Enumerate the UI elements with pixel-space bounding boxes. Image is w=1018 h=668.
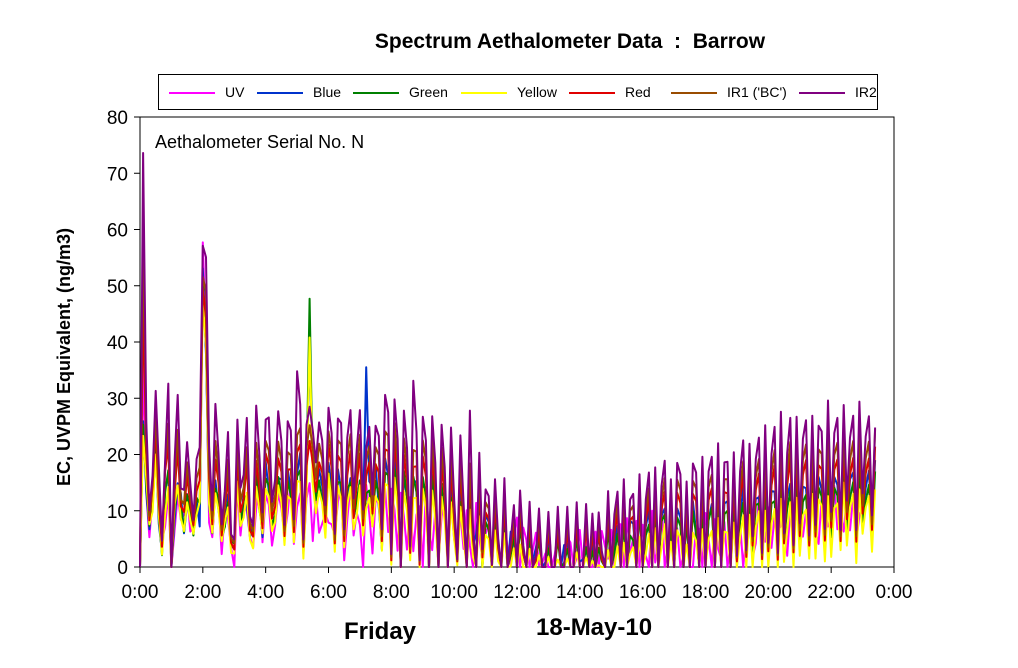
- serial-annotation: Aethalometer Serial No. N: [155, 132, 364, 152]
- x-tick-label: 20:00: [745, 582, 793, 603]
- legend: UV Blue Green Yellow Red IR1 ('BC') IR2: [158, 74, 878, 110]
- legend-swatch: [671, 92, 717, 94]
- y-tick-label: 0: [117, 558, 128, 579]
- x-tick-label: 0:00: [876, 582, 913, 603]
- legend-label: Green: [409, 84, 448, 100]
- legend-swatch: [169, 92, 215, 94]
- x-tick-label: 6:00: [310, 582, 347, 603]
- x-tick-label: 12:00: [493, 582, 541, 603]
- legend-label: UV: [225, 84, 245, 100]
- y-tick-label: 30: [107, 389, 128, 410]
- legend-swatch: [569, 92, 615, 94]
- chart-title: Spectrum Aethalometer Data : Barrow: [374, 30, 766, 53]
- y-tick-label: 20: [107, 446, 128, 467]
- y-axis: 0 10 20 30 40 50 60 70 80: [107, 108, 140, 579]
- y-tick-label: 70: [107, 164, 128, 185]
- x-tick-label: 16:00: [619, 582, 667, 603]
- x-tick-label: 0:00: [122, 582, 159, 603]
- x-tick-label: 8:00: [373, 582, 410, 603]
- x-axis: 0:00 2:00 4:00 6:00 8:00 10:00 12:00 14:00 16:00…: [122, 567, 913, 603]
- x-tick-label: 18:00: [682, 582, 730, 603]
- x-tick-label: 22:00: [807, 582, 855, 603]
- y-tick-label: 40: [107, 333, 128, 354]
- y-tick-label: 60: [107, 221, 128, 242]
- x-tick-label: 2:00: [184, 582, 221, 603]
- legend-swatch: [461, 92, 507, 94]
- y-tick-label: 10: [107, 502, 128, 523]
- x-axis-label: Friday: [344, 618, 417, 645]
- legend-label: Red: [625, 84, 651, 100]
- series-layer: [139, 152, 877, 568]
- legend-swatch: [353, 92, 399, 94]
- legend-label: Yellow: [517, 84, 557, 100]
- x-tick-label: 10:00: [430, 582, 478, 603]
- x-tick-label: 14:00: [556, 582, 604, 603]
- legend-swatch: [799, 92, 845, 94]
- legend-label: IR2: [855, 84, 877, 100]
- series-line: [139, 152, 877, 568]
- y-tick-label: 80: [107, 108, 128, 129]
- legend-label: IR1 ('BC'): [727, 84, 787, 100]
- y-tick-label: 50: [107, 277, 128, 298]
- x-tick-label: 4:00: [247, 582, 284, 603]
- date-label: 18-May-10: [536, 614, 653, 641]
- legend-swatch: [257, 92, 303, 94]
- legend-label: Blue: [313, 84, 342, 100]
